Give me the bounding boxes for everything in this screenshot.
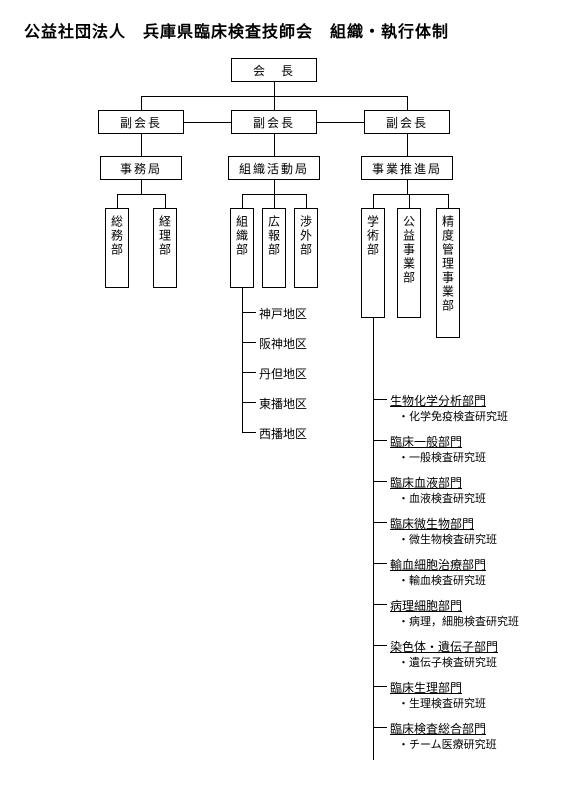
node-dept-gakujutsu: 学術部 [361, 208, 385, 318]
connector [117, 194, 166, 195]
district-touban: 東播地区 [259, 395, 307, 412]
section-sub: ・微生物検査研究班 [398, 531, 497, 547]
section-name: 染色体・遺伝子部門 [390, 638, 498, 655]
connector [448, 194, 449, 208]
district-hanshin: 阪神地区 [259, 335, 307, 352]
connector [242, 312, 256, 313]
node-dept-kouhou: 広報部 [262, 208, 286, 288]
connector [373, 645, 387, 646]
connector [274, 82, 275, 96]
district-tantan: 丹但地区 [259, 365, 307, 382]
node-dept-soumu: 総務部 [105, 208, 129, 288]
connector [165, 194, 166, 208]
section-name: 病理細胞部門 [390, 597, 462, 614]
section-sub: ・血液検査研究班 [398, 490, 486, 506]
connector [242, 402, 256, 403]
district-kobe: 神戸地区 [259, 305, 307, 322]
connector [373, 522, 387, 523]
node-dept-shougai: 渉外部 [294, 208, 318, 288]
node-dept-seido: 精度管理事業部 [436, 208, 460, 338]
section-name: 臨床生理部門 [390, 679, 462, 696]
section-name: 臨床微生物部門 [390, 515, 474, 532]
section-sub: ・生理検査研究班 [398, 695, 486, 711]
connector [242, 288, 243, 432]
district-seiban: 西播地区 [259, 425, 307, 442]
node-dept-soshiki: 組織部 [230, 208, 254, 288]
connector [141, 96, 142, 110]
section-sub: ・病理，細胞検査研究班 [398, 613, 519, 629]
section-name: 臨床一般部門 [390, 433, 462, 450]
connector [306, 194, 307, 208]
section-sub: ・化学免疫検査研究班 [398, 408, 508, 424]
connector [184, 122, 231, 123]
node-bureau-left: 事務局 [100, 156, 182, 180]
section-sub: ・チーム医療研究班 [398, 736, 497, 752]
connector [141, 180, 142, 194]
connector [373, 727, 387, 728]
connector [407, 180, 408, 194]
node-vice-right: 副会長 [364, 110, 450, 134]
node-dept-keiri: 経理部 [153, 208, 177, 288]
connector [373, 563, 387, 564]
node-vice-center: 副会長 [231, 110, 317, 134]
connector [373, 194, 449, 195]
connector [409, 194, 410, 208]
section-sub: ・一般検査研究班 [398, 449, 486, 465]
connector [373, 318, 374, 760]
node-dept-koueki: 公益事業部 [397, 208, 421, 318]
connector [274, 134, 275, 156]
section-name: 生物化学分析部門 [390, 392, 486, 409]
connector [373, 440, 387, 441]
connector [317, 122, 364, 123]
section-sub: ・輸血検査研究班 [398, 572, 486, 588]
node-bureau-center: 組織活動局 [228, 156, 320, 180]
connector [373, 399, 387, 400]
node-chairman: 会 長 [231, 58, 317, 82]
connector [373, 686, 387, 687]
node-vice-left: 副会長 [98, 110, 184, 134]
section-sub: ・遺伝子検査研究班 [398, 654, 497, 670]
connector [373, 481, 387, 482]
connector [407, 96, 408, 110]
connector [274, 194, 275, 208]
connector [242, 342, 256, 343]
page-title: 公益社団法人 兵庫県臨床検査技師会 組織・執行体制 [24, 18, 449, 42]
connector [242, 372, 256, 373]
node-bureau-right: 事業推進局 [361, 156, 453, 180]
connector [373, 604, 387, 605]
section-name: 臨床血液部門 [390, 474, 462, 491]
connector [407, 134, 408, 156]
connector [274, 180, 275, 194]
section-name: 臨床検査総合部門 [390, 720, 486, 737]
connector [141, 134, 142, 156]
connector [242, 194, 243, 208]
connector [117, 194, 118, 208]
section-name: 輸血細胞治療部門 [390, 556, 486, 573]
connector [373, 194, 374, 208]
connector [242, 432, 256, 433]
connector [274, 96, 275, 110]
